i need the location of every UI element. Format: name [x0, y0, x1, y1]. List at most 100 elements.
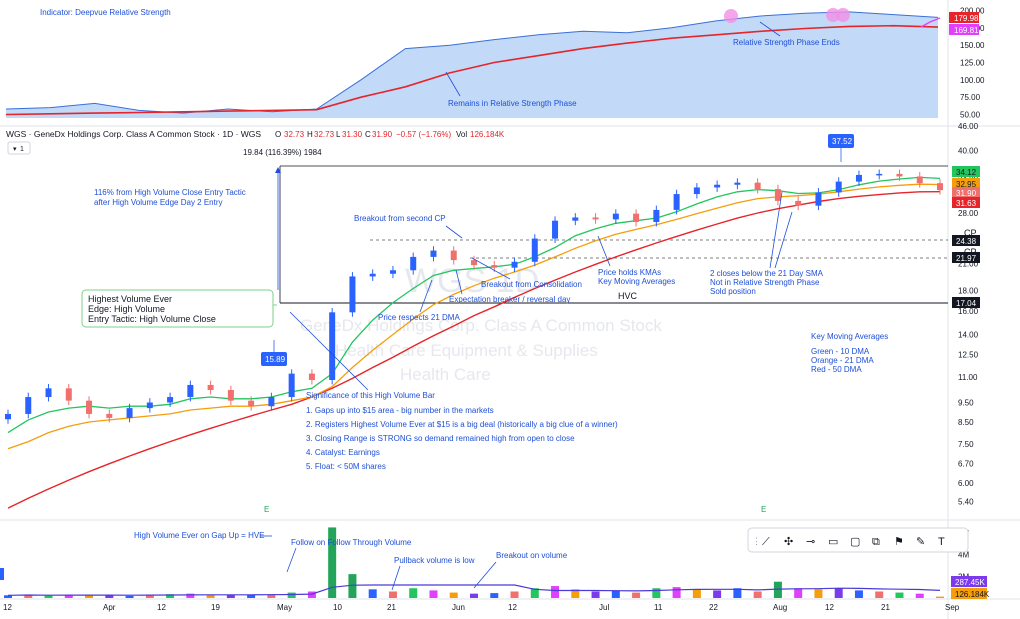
earnings-marker[interactable]: E: [264, 505, 269, 514]
hve-box-line-3: Entry Tactic: High Volume Close: [88, 314, 216, 324]
volume-bar: [834, 588, 843, 598]
volume-bar: [247, 594, 256, 598]
text-tool-button[interactable]: [934, 531, 952, 549]
ohlc-h: 32.73: [314, 130, 335, 139]
ann-respects: Price respects 21 DMA: [378, 313, 460, 322]
rs-badge: [949, 12, 979, 23]
badge-p1-text: 34.12: [956, 168, 977, 177]
volume-bar: [895, 592, 904, 598]
callout-tool-button[interactable]: [824, 531, 842, 549]
arrow: [769, 191, 783, 269]
badge-cp1-text: 24.38: [956, 237, 977, 246]
volume-bar: [611, 590, 620, 598]
candle-body: [430, 250, 437, 257]
time-axis-label: 21: [387, 603, 396, 612]
candle-body: [65, 388, 72, 401]
arrow: [455, 269, 463, 295]
volume-bars: [4, 527, 944, 598]
candle-body: [450, 250, 457, 261]
candle-body: [126, 408, 133, 418]
vol-badge: [951, 588, 987, 599]
candle-body: [633, 213, 640, 223]
hve-box: [81, 289, 274, 328]
candle-body: [227, 390, 234, 401]
flag-tool-button[interactable]: [890, 531, 908, 549]
arrow: [286, 547, 297, 573]
earnings-marker[interactable]: E: [761, 505, 766, 514]
symbol-line[interactable]: WGS · GeneDx Holdings Corp. Class A Comm…: [6, 129, 261, 139]
badge-cp2: [952, 252, 980, 263]
ann-breakout-consolidation: Breakout from Consolidation: [481, 280, 582, 289]
ann-hve: High Volume Ever on Gap Up = HVE: [134, 531, 265, 540]
candle-body: [572, 217, 579, 221]
volume-bar: [388, 591, 397, 598]
candle-body: [471, 260, 477, 266]
ma50-line: [7, 191, 941, 509]
rs-badge-text: 179.98: [954, 14, 979, 23]
watermark-company: GeneDx Holdings Corp. Class A Common Sto…: [300, 316, 662, 335]
watermark-industry: Health Care: [400, 365, 491, 384]
time-axis-label: 22: [709, 603, 718, 612]
volume-bar: [186, 593, 195, 598]
volume-bar: [551, 586, 560, 598]
volume-bar: [85, 594, 94, 598]
vol-value: 126.184K: [470, 130, 505, 139]
candle-body: [774, 189, 781, 201]
ann-sma-2: Not in Relative Strength Phase: [710, 278, 820, 287]
arrow: [445, 71, 461, 97]
badge-hvc: [952, 297, 980, 308]
ann-significance-5: 5. Float: < 50M shares: [306, 462, 386, 471]
ann-kma-2: Key Moving Averages: [598, 277, 675, 286]
ann-gain: 116% from High Volume Close Entry Tactic: [94, 188, 246, 197]
horizontal-ray-tool-button[interactable]: [802, 531, 820, 549]
rs-tick-label: 50.00: [960, 111, 981, 120]
chevron-down-icon: ▾: [13, 146, 17, 153]
candle-body: [552, 220, 559, 239]
candle-body: [187, 384, 194, 398]
volume-bar: [571, 589, 580, 598]
arrow-head-icon: [275, 167, 281, 173]
ohlc-change: −0.57 (−1.76%): [396, 130, 451, 139]
drag-handle-icon[interactable]: ⋮: [752, 536, 761, 546]
price-tick-label: 28.00: [958, 209, 979, 218]
brush-tool-button[interactable]: [912, 531, 930, 549]
price-tick-label: 40.00: [958, 146, 979, 155]
hve-box-line-2: Edge: High Volume: [88, 304, 165, 314]
indicator-label: Indicator: Deepvue Relative Strength: [40, 8, 171, 17]
vol-avg-badge: [951, 576, 987, 587]
price-tick-label: 6.00: [958, 479, 974, 488]
volume-pane-handle[interactable]: [0, 568, 4, 580]
volume-bar: [692, 589, 701, 598]
collapse-button[interactable]: [7, 141, 31, 155]
time-axis-label: Jun: [452, 603, 465, 612]
time-axis[interactable]: 12 Apr 12 19 May 10 21 Jun 12 Jul 11 22 Aug 12 21 Sep: [3, 603, 960, 612]
ohlc-o-label: O: [275, 130, 281, 139]
arrow: [471, 257, 511, 280]
volume-tick-label: 4M: [958, 551, 969, 560]
volume-bar: [145, 594, 154, 598]
ann-rs-remains: Remains in Relative Strength Phase: [448, 99, 577, 108]
candle-body: [369, 273, 376, 277]
rs-tick-label: 100.00: [960, 76, 985, 85]
candle-body: [308, 373, 315, 381]
badge-p3: [952, 187, 980, 198]
ann-significance-3: 3. Closing Range is STRONG so demand rem…: [306, 434, 575, 443]
rs-tick-label: 150.00: [960, 41, 985, 50]
volume-bar: [328, 527, 337, 598]
candle-body: [86, 400, 93, 414]
ann-significance-2: 2. Registers Highest Volume Ever at $15 …: [306, 420, 618, 429]
price-label-tool-button[interactable]: [868, 531, 886, 549]
candle-body: [25, 397, 32, 414]
trend-line-tool-button[interactable]: [758, 531, 776, 549]
volume-bar: [915, 593, 924, 598]
volume-bar: [875, 591, 884, 598]
arrow: [289, 311, 369, 391]
volume-bar: [24, 594, 33, 598]
fib-tool-button[interactable]: [780, 531, 798, 549]
hvc-label: HVC: [618, 291, 638, 301]
rectangle-tool-button[interactable]: [846, 531, 864, 549]
arrow: [391, 565, 401, 591]
volume-bar: [936, 596, 944, 598]
rectangle-icon: ▢: [850, 536, 860, 548]
